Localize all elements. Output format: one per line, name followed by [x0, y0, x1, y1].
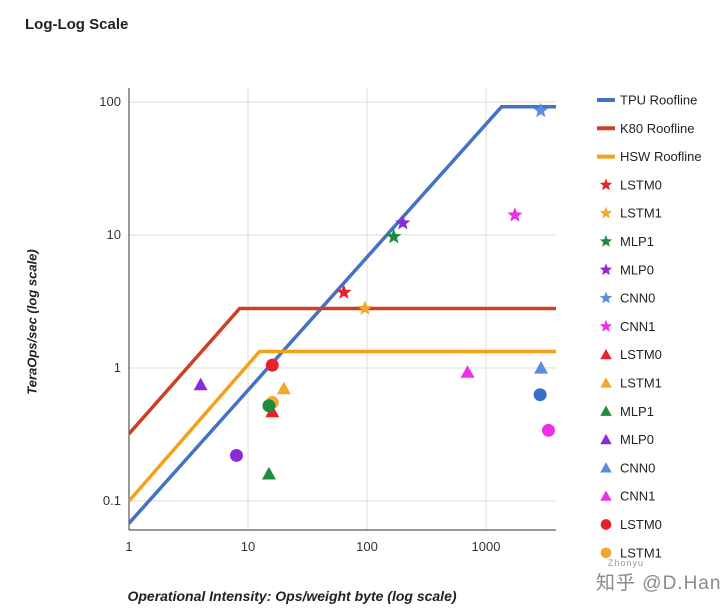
legend-label: LSTM1 [620, 376, 662, 391]
legend-item: MLP1 [600, 404, 654, 419]
legend-item: MLP1 [599, 234, 654, 249]
legend-item: CNN0 [599, 291, 655, 306]
legend-label: TPU Roofline [620, 93, 697, 108]
plot-area: 1 10 100 1000 0.1 1 10 100 [99, 88, 556, 554]
legend-circle-marker [600, 547, 612, 559]
point-lstm1-triangle [276, 381, 291, 395]
legend-label: K80 Roofline [620, 121, 694, 136]
legend-label: HSW Roofline [620, 149, 702, 164]
point-mlp0-circle [229, 448, 243, 462]
x-tick-label: 1000 [472, 539, 501, 554]
point-mlp0-triangle [193, 377, 208, 391]
point-lstm1-star [357, 300, 373, 315]
legend-item: HSW Roofline [597, 149, 702, 164]
roofline-k80-roofline [129, 306, 556, 435]
legend-label: CNN1 [620, 489, 655, 504]
point-cnn1-star [507, 207, 523, 222]
point-cnn1-circle [541, 423, 555, 437]
legend-item: CNN1 [600, 489, 655, 504]
legend-label: MLP1 [620, 234, 654, 249]
legend-triangle-marker [600, 405, 612, 416]
legend-item: CNN0 [600, 460, 655, 475]
watermark-text: 知乎 @D.Han [596, 573, 720, 594]
legend-triangle-marker [600, 348, 612, 360]
legend-item: LSTM0 [599, 177, 662, 192]
x-axis-label: Operational Intensity: Ops/weight byte (… [127, 588, 457, 604]
watermark-small-text: Zhonyu [608, 558, 645, 568]
data-points [193, 102, 555, 480]
legend-label: CNN0 [620, 291, 655, 306]
legend-circle-marker [600, 519, 612, 530]
x-tick-label: 100 [356, 539, 378, 554]
legend-star-marker [599, 263, 613, 276]
roofline-hsw-roofline [129, 349, 556, 503]
legend-label: LSTM1 [620, 206, 662, 221]
x-tick-label: 10 [241, 539, 255, 554]
point-lstm0-circle [265, 358, 279, 372]
legend-triangle-marker [600, 462, 612, 473]
y-tick-label: 1 [114, 360, 121, 375]
legend-label: LSTM1 [620, 545, 662, 560]
legend-label: MLP1 [620, 404, 654, 419]
point-lstm0-star [336, 284, 352, 299]
y-axis-label: TeraOps/sec (log scale) [24, 249, 40, 395]
legend-star-marker [599, 234, 613, 247]
legend-star-marker [599, 178, 613, 191]
legend-item: LSTM0 [600, 517, 662, 532]
legend-label: MLP0 [620, 432, 654, 447]
point-cnn0-star [533, 102, 549, 118]
y-tick-label: 0.1 [103, 493, 121, 508]
x-tick-label: 1 [125, 539, 132, 554]
legend-item: MLP0 [599, 262, 654, 277]
legend-triangle-marker [600, 377, 612, 388]
legend-triangle-marker [600, 490, 612, 501]
y-tick-label: 10 [107, 227, 121, 242]
legend-item: LSTM1 [600, 545, 662, 560]
legend-star-marker [599, 291, 613, 304]
legend-item: CNN1 [599, 319, 655, 334]
legend-star-marker [599, 206, 613, 219]
legend-label: CNN1 [620, 319, 655, 334]
roofline-group [129, 105, 556, 525]
point-cnn0-circle [533, 388, 547, 402]
point-cnn0-triangle [534, 361, 549, 374]
legend-label: LSTM0 [620, 347, 662, 362]
legend-triangle-marker [600, 433, 612, 445]
point-mlp1-star [386, 228, 402, 244]
legend-item: LSTM0 [600, 347, 662, 362]
point-mlp1-circle [262, 399, 276, 413]
legend-item: LSTM1 [600, 376, 662, 391]
legend-item: LSTM1 [599, 206, 662, 221]
legend-item: TPU Roofline [597, 93, 697, 108]
legend-item: K80 Roofline [597, 121, 694, 136]
legend-label: CNN0 [620, 460, 655, 475]
legend-item: MLP0 [600, 432, 654, 447]
chart-title: Log-Log Scale [25, 16, 129, 33]
watermark: 知乎 @D.Han Zhonyu [596, 558, 720, 595]
point-mlp0-star [395, 215, 411, 230]
legend-label: LSTM0 [620, 517, 662, 532]
y-tick-label: 100 [99, 94, 121, 109]
point-mlp1-triangle [261, 466, 276, 480]
legend-label: LSTM0 [620, 177, 662, 192]
point-cnn1-triangle [460, 365, 475, 378]
legend: TPU Roofline K80 Roofline HSW Roofline LSTM… [597, 93, 702, 560]
legend-star-marker [599, 319, 613, 332]
legend-label: MLP0 [620, 262, 654, 277]
roofline-tpu-roofline [129, 105, 556, 525]
